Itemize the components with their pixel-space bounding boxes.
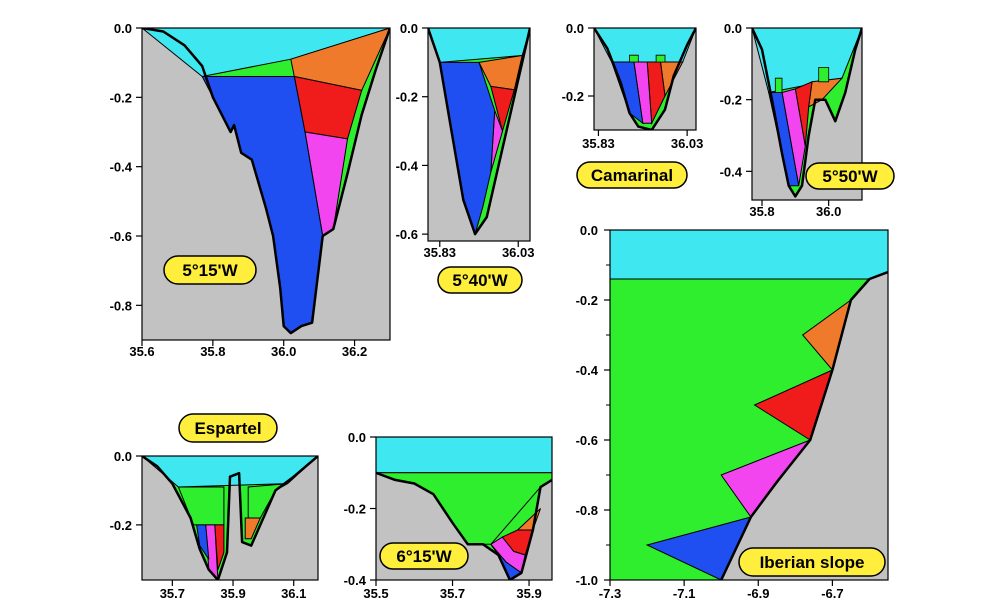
y-tick-label: -0.8 xyxy=(576,503,598,518)
section-label: Iberian slope xyxy=(760,553,865,572)
x-tick-label: 36.2 xyxy=(342,344,367,359)
x-tick-label: -6.7 xyxy=(821,586,843,601)
plot-frame xyxy=(593,27,697,131)
section-label: Camarinal xyxy=(591,166,673,185)
x-tick-label: 35.83 xyxy=(582,136,615,151)
panel-pesp: 0.0 -0.2 35.7 35.9 36.1 Espartel xyxy=(110,413,319,601)
panel-pcam: 0.0 -0.2 35.83 36.03 Camarinal xyxy=(562,21,704,189)
y-tick-label: -1.0 xyxy=(576,573,598,588)
bathymetry-line xyxy=(142,456,318,580)
y-tick-label: -0.4 xyxy=(110,160,133,175)
section-label-badge xyxy=(576,161,688,189)
section-label-badge xyxy=(437,266,523,294)
section-label-badge xyxy=(379,542,469,570)
y-tick-label: 0.0 xyxy=(580,223,598,238)
bathymetry-line xyxy=(720,270,888,580)
y-tick-label: -0.2 xyxy=(396,90,418,105)
panel-pib: 0.0 -0.2 -0.4 -0.6 -0.8 -1.0-7.3 -7.1 -6.9 -6.7 I… xyxy=(576,223,889,601)
bathymetry-line xyxy=(376,471,552,580)
y-tick-label: -0.2 xyxy=(110,518,132,533)
y-tick-label: 0.0 xyxy=(114,449,132,464)
water-mass-surface xyxy=(610,230,888,280)
section-label: 5°15'W xyxy=(182,261,238,280)
water-mass-patch xyxy=(655,54,666,63)
y-tick-label: -0.2 xyxy=(344,502,366,517)
section-label-badge xyxy=(163,255,257,285)
x-tick-label: -7.3 xyxy=(599,586,621,601)
x-tick-label: 36.1 xyxy=(281,586,306,601)
x-tick-label: 36.03 xyxy=(671,136,704,151)
x-tick-label: 35.7 xyxy=(160,586,185,601)
section-label: 6°15'W xyxy=(396,547,452,566)
water-mass-slope_water_e xyxy=(247,483,288,519)
x-tick-label: 35.8 xyxy=(749,204,774,219)
bathymetry-line xyxy=(594,28,696,130)
bathymetry-line xyxy=(752,28,862,198)
water-mass-upper xyxy=(244,517,262,540)
x-tick-label: 36.0 xyxy=(271,344,296,359)
water-mass-patch xyxy=(774,77,783,93)
bathymetry-line xyxy=(142,28,390,335)
y-tick-label: -0.4 xyxy=(396,158,419,173)
x-tick-label: 35.83 xyxy=(423,245,456,260)
x-tick-label: 36.0 xyxy=(816,204,841,219)
y-tick-label: -0.2 xyxy=(110,90,132,105)
water-mass-patch xyxy=(818,67,830,83)
y-tick-label: -0.4 xyxy=(720,164,743,179)
plot-frame xyxy=(751,27,863,201)
y-tick-label: 0.0 xyxy=(724,21,742,36)
y-tick-label: -0.6 xyxy=(110,229,132,244)
y-tick-label: -0.8 xyxy=(110,298,132,313)
x-tick-label: 35.9 xyxy=(220,586,245,601)
x-tick-label: 35.9 xyxy=(516,586,541,601)
plot-frame xyxy=(141,455,319,581)
y-tick-label: -0.2 xyxy=(576,293,598,308)
plot-frame xyxy=(427,27,531,242)
x-tick-label: 35.6 xyxy=(129,344,154,359)
section-label-badge xyxy=(738,547,886,577)
y-tick-label: 0.0 xyxy=(114,21,132,36)
bathymetry-line xyxy=(428,28,530,236)
panel-p615: 0.0 -0.2 -0.435.5 35.7 35.9 6°15'W xyxy=(344,430,553,601)
section-label: 5°50'W xyxy=(822,167,878,186)
y-tick-label: -0.4 xyxy=(344,573,367,588)
y-tick-label: -0.2 xyxy=(562,89,584,104)
section-label: Espartel xyxy=(194,419,261,438)
y-tick-label: -0.6 xyxy=(396,227,418,242)
plot-frame xyxy=(141,27,391,341)
water-mass-surface xyxy=(376,437,552,474)
y-tick-label: 0.0 xyxy=(400,21,418,36)
water-mass-middle xyxy=(490,85,515,133)
panel-p515: 0.0 -0.2 -0.4 -0.6 -0.8 35.6 35.8 36.0 36.2 5°15'… xyxy=(110,21,391,359)
section-label-badge xyxy=(805,162,895,190)
water-mass-patch xyxy=(629,54,639,63)
section-label: 5°40'W xyxy=(452,271,508,290)
x-tick-label: -7.1 xyxy=(673,586,695,601)
y-tick-label: 0.0 xyxy=(348,430,366,445)
panel-p540: 0.0 -0.2 -0.4 -0.6 35.83 36.03 5°40'W xyxy=(396,21,535,294)
x-tick-label: 35.8 xyxy=(200,344,225,359)
y-tick-label: 0.0 xyxy=(566,21,584,36)
y-tick-label: -0.2 xyxy=(720,93,742,108)
water-mass-deep xyxy=(196,524,210,560)
panel-p550: 0.0 -0.2 -0.4 35.8 36.0 5°50'W xyxy=(720,21,895,219)
y-tick-label: -0.6 xyxy=(576,433,598,448)
x-tick-label: 35.5 xyxy=(363,586,388,601)
x-tick-label: -6.9 xyxy=(747,586,769,601)
section-label-badge xyxy=(178,413,278,443)
x-tick-label: 36.03 xyxy=(502,245,535,260)
x-tick-label: 35.7 xyxy=(440,586,465,601)
y-tick-label: -0.4 xyxy=(576,363,599,378)
